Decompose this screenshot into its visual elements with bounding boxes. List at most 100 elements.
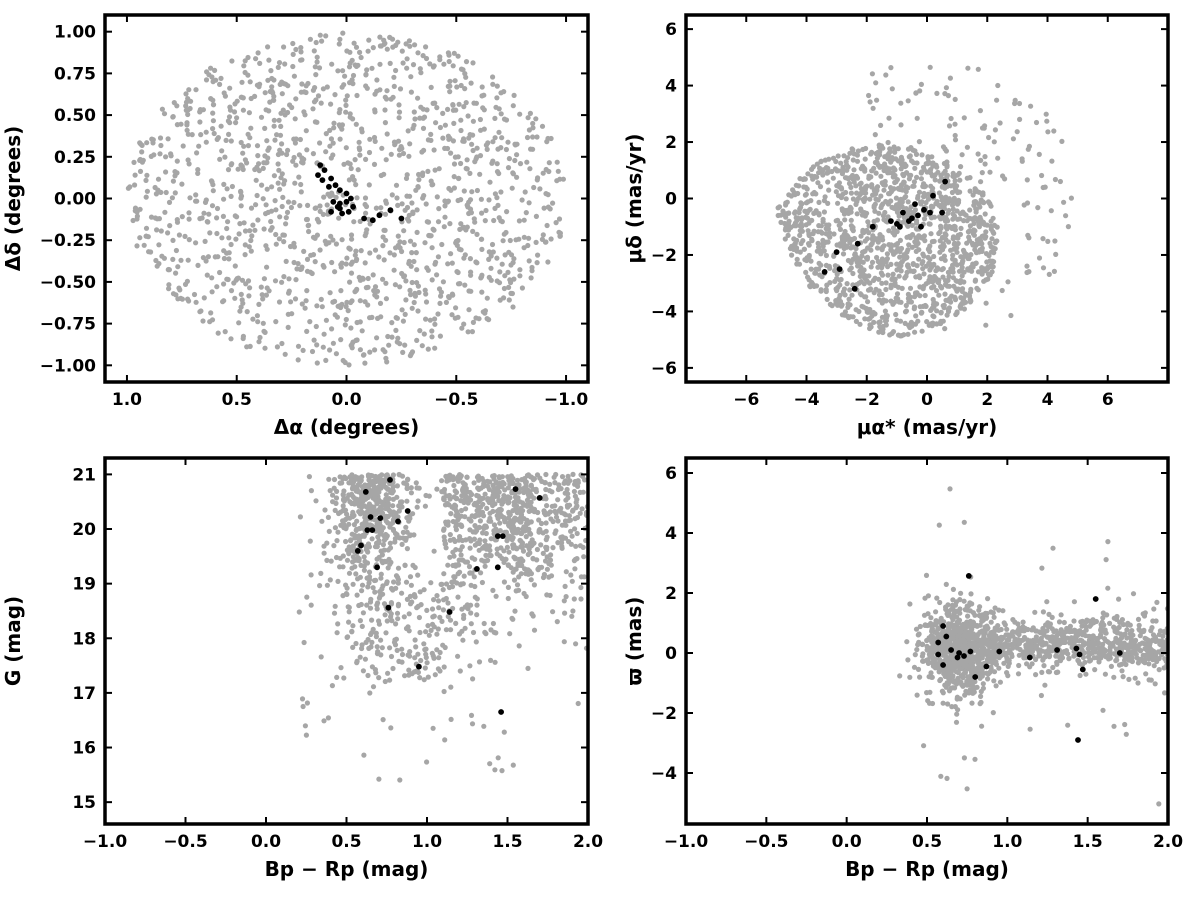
x-tick-label: −0.5 [163, 832, 207, 852]
field-point [419, 172, 426, 179]
field-point [395, 335, 401, 341]
field-point [480, 309, 486, 315]
field-point [241, 220, 247, 226]
field-point [1057, 178, 1063, 185]
field-point [389, 334, 395, 340]
field-point [510, 762, 516, 768]
field-point [1124, 635, 1130, 641]
field-point [388, 725, 394, 731]
field-point [1051, 128, 1057, 134]
field-point [950, 211, 956, 217]
field-point [919, 199, 925, 205]
field-point [425, 674, 431, 680]
field-point [524, 159, 530, 165]
field-point [1002, 176, 1008, 182]
field-point [421, 114, 428, 120]
field-point [382, 678, 388, 685]
field-point [452, 505, 458, 511]
field-point [499, 501, 505, 507]
field-point [961, 295, 967, 301]
field-point [940, 274, 946, 280]
field-point [252, 93, 258, 99]
field-point [431, 597, 437, 603]
field-point [399, 307, 405, 313]
field-point [340, 492, 346, 498]
field-point [302, 112, 308, 118]
member-point [345, 208, 352, 215]
field-point [539, 478, 545, 484]
field-point [513, 237, 519, 243]
field-point [343, 102, 349, 108]
field-point [237, 221, 243, 227]
field-point [862, 316, 868, 322]
field-point [514, 152, 520, 158]
field-point [501, 231, 507, 237]
field-point [132, 182, 138, 188]
field-point [172, 173, 178, 179]
field-point [834, 183, 840, 189]
field-point [383, 296, 389, 302]
field-point [1024, 263, 1030, 269]
field-point [842, 207, 848, 214]
field-point [890, 329, 897, 335]
field-point [898, 166, 904, 172]
field-point [273, 241, 279, 247]
field-point [332, 269, 338, 275]
field-point [1065, 224, 1071, 230]
field-point [469, 721, 476, 727]
field-point [868, 151, 874, 157]
field-point [385, 670, 391, 676]
field-point [1008, 312, 1014, 319]
field-point [946, 239, 952, 245]
field-point [843, 236, 849, 242]
field-point [408, 582, 414, 588]
field-point [543, 471, 549, 478]
field-point [380, 583, 386, 589]
field-point [929, 239, 936, 245]
field-point [211, 130, 217, 137]
field-point [344, 585, 350, 591]
field-point [378, 43, 384, 49]
member-point [927, 209, 933, 216]
field-point [899, 285, 905, 291]
field-point [486, 518, 492, 524]
field-point [367, 250, 373, 256]
field-point [206, 211, 212, 217]
field-point [510, 545, 516, 551]
field-point [830, 175, 836, 181]
field-point [535, 509, 541, 516]
field-point [381, 537, 387, 543]
field-point [153, 257, 159, 264]
field-point [533, 213, 540, 219]
field-point [579, 506, 585, 512]
field-point [526, 235, 532, 241]
field-point [276, 117, 282, 123]
member-point [348, 195, 354, 202]
field-point [284, 151, 290, 158]
field-point [273, 207, 279, 213]
field-point [193, 240, 199, 246]
field-point [844, 281, 850, 287]
field-point [377, 34, 383, 40]
field-point [521, 234, 527, 240]
y-tick-label: 0.50 [54, 106, 96, 126]
field-point [809, 166, 815, 172]
field-point [179, 214, 185, 220]
member-point [350, 203, 356, 210]
field-point [311, 337, 317, 343]
field-point [369, 314, 375, 320]
field-point [221, 196, 227, 202]
field-point [809, 238, 815, 244]
field-point [526, 546, 532, 552]
field-point [860, 146, 866, 153]
field-point [842, 217, 848, 223]
field-point [496, 215, 502, 221]
field-point [210, 126, 216, 132]
field-point [340, 553, 346, 559]
field-point [880, 326, 886, 332]
field-point [173, 270, 179, 276]
field-point [402, 562, 408, 569]
field-point [208, 310, 214, 316]
field-point [286, 288, 292, 294]
field-point [440, 135, 446, 141]
